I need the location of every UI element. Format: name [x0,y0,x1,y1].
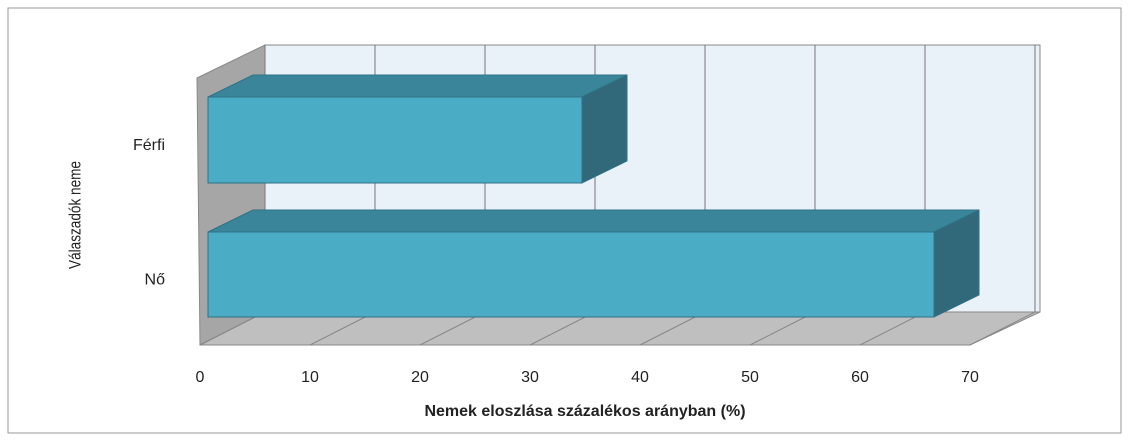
bar-top [207,74,628,98]
y-tick-label: Férfi [133,137,165,154]
x-tick-label: 30 [521,369,539,386]
x-tick-label: 20 [411,369,429,386]
x-tick-label: 10 [301,369,319,386]
floor-grid-line [969,311,1036,346]
bars [207,74,980,318]
x-tick-label: 70 [961,369,979,386]
y-axis-label: Válaszadók neme [66,161,85,269]
x-axis-label: Nemek eloszlása százalékos arányban (%) [424,403,745,420]
x-tick-label: 60 [851,369,869,386]
x-tick-label: 40 [631,369,649,386]
bar-top [207,209,980,233]
bar [207,209,980,318]
bar [207,74,628,184]
y-tick-label: Nő [145,272,166,289]
bar-front [207,96,583,184]
bar-front [207,231,935,318]
x-tick-label: 50 [741,369,759,386]
x-tick-label: 0 [196,369,205,386]
